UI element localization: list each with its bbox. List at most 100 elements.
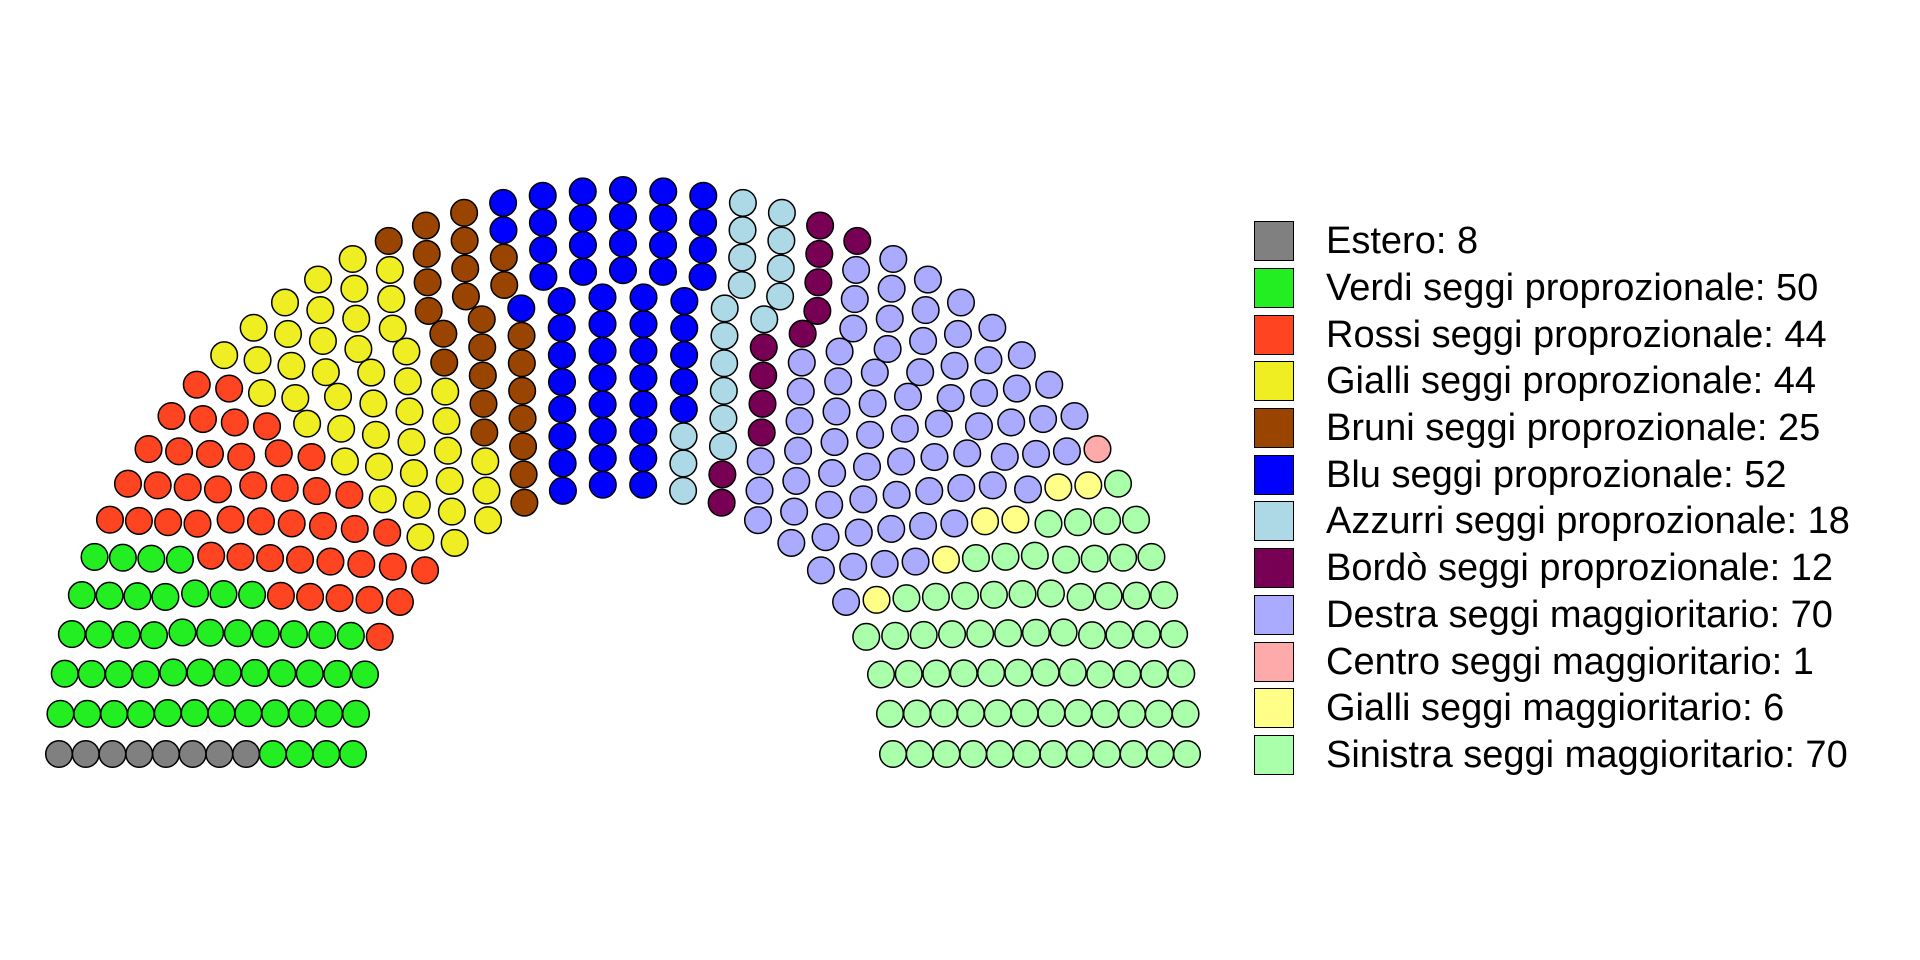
seat — [234, 699, 263, 728]
seat — [588, 363, 617, 392]
seat — [1150, 581, 1179, 610]
seat — [1001, 505, 1030, 534]
legend-swatch-gialli-proporzionale — [1254, 361, 1294, 402]
seat — [209, 580, 238, 609]
seat — [239, 471, 268, 500]
seat — [932, 739, 961, 769]
seat — [183, 509, 212, 538]
seat — [629, 390, 658, 419]
seat — [293, 409, 322, 438]
seat — [215, 374, 244, 403]
legend-item-verdi: Verdi seggi proprozionale: 50 — [1254, 265, 1850, 312]
seat — [991, 542, 1020, 571]
seat — [688, 235, 717, 264]
seat — [131, 660, 160, 689]
seat — [707, 488, 736, 517]
seat — [547, 368, 577, 397]
seat — [312, 739, 341, 769]
legend-label-verdi: Verdi seggi proprozionale: 50 — [1326, 267, 1819, 310]
seat — [1121, 505, 1151, 534]
seat — [669, 449, 698, 478]
seat — [1160, 620, 1189, 649]
seat — [165, 545, 194, 574]
seat — [71, 739, 100, 769]
seat — [767, 198, 796, 227]
seat — [385, 587, 414, 616]
seat — [340, 274, 369, 303]
seat — [806, 556, 835, 585]
seat — [375, 255, 404, 284]
seat — [451, 282, 480, 311]
seat — [959, 739, 988, 769]
legend-label-destra: Destra seggi maggioritario: 70 — [1326, 593, 1833, 636]
legend-label-bordo: Bordò seggi proprozionale: 12 — [1326, 547, 1834, 590]
seat — [749, 361, 778, 390]
seat — [878, 739, 908, 769]
seat — [431, 377, 460, 406]
seat — [1074, 471, 1103, 500]
seat — [905, 739, 934, 769]
seat — [308, 620, 337, 649]
seat — [670, 287, 699, 316]
seat — [949, 659, 978, 688]
seat — [788, 319, 817, 348]
seat — [849, 485, 878, 514]
seat — [964, 412, 994, 441]
seat — [188, 404, 217, 434]
seat — [870, 549, 899, 578]
seat — [977, 658, 1006, 688]
seat — [1146, 739, 1175, 769]
seat — [1092, 739, 1121, 769]
seat — [355, 585, 384, 614]
seat — [568, 204, 597, 233]
seat — [547, 313, 576, 343]
seat — [1060, 401, 1089, 431]
seat — [588, 470, 617, 499]
seat — [946, 288, 976, 317]
seat — [1021, 439, 1051, 468]
seat — [866, 660, 896, 689]
seat — [852, 452, 882, 481]
legend-item-gialli-maggioritario: Gialli seggi maggioritario: 6 — [1254, 685, 1850, 732]
seat — [875, 699, 905, 728]
seat — [822, 397, 851, 426]
seat — [261, 699, 290, 728]
seat — [450, 198, 479, 227]
legend-swatch-blu — [1254, 454, 1294, 495]
seat — [529, 262, 558, 291]
seat — [569, 257, 598, 286]
seat — [805, 239, 834, 268]
seat — [1012, 739, 1041, 769]
seat — [787, 348, 816, 377]
seat — [325, 584, 354, 613]
seat — [247, 378, 277, 408]
seat — [429, 319, 458, 348]
seat — [411, 211, 440, 240]
seat — [311, 358, 340, 387]
legend-swatch-bordo — [1254, 548, 1294, 589]
seat — [165, 437, 194, 466]
seat — [450, 226, 479, 255]
seat — [839, 314, 868, 343]
seat — [285, 739, 314, 769]
seat — [785, 406, 814, 436]
seat — [766, 282, 795, 311]
seat — [860, 358, 889, 387]
seat — [67, 581, 96, 610]
seat — [378, 552, 407, 581]
seat — [279, 620, 308, 649]
seat — [875, 304, 904, 333]
seat — [953, 439, 982, 468]
seat — [143, 471, 172, 500]
seat — [1013, 475, 1043, 504]
seat — [709, 376, 738, 405]
seat — [393, 367, 422, 396]
seat — [588, 310, 617, 339]
seat — [392, 337, 421, 366]
seat — [629, 310, 658, 339]
seat — [893, 382, 923, 411]
legend-swatch-gialli-maggioritario — [1254, 688, 1294, 729]
seat — [468, 361, 497, 390]
seat — [990, 442, 1019, 471]
